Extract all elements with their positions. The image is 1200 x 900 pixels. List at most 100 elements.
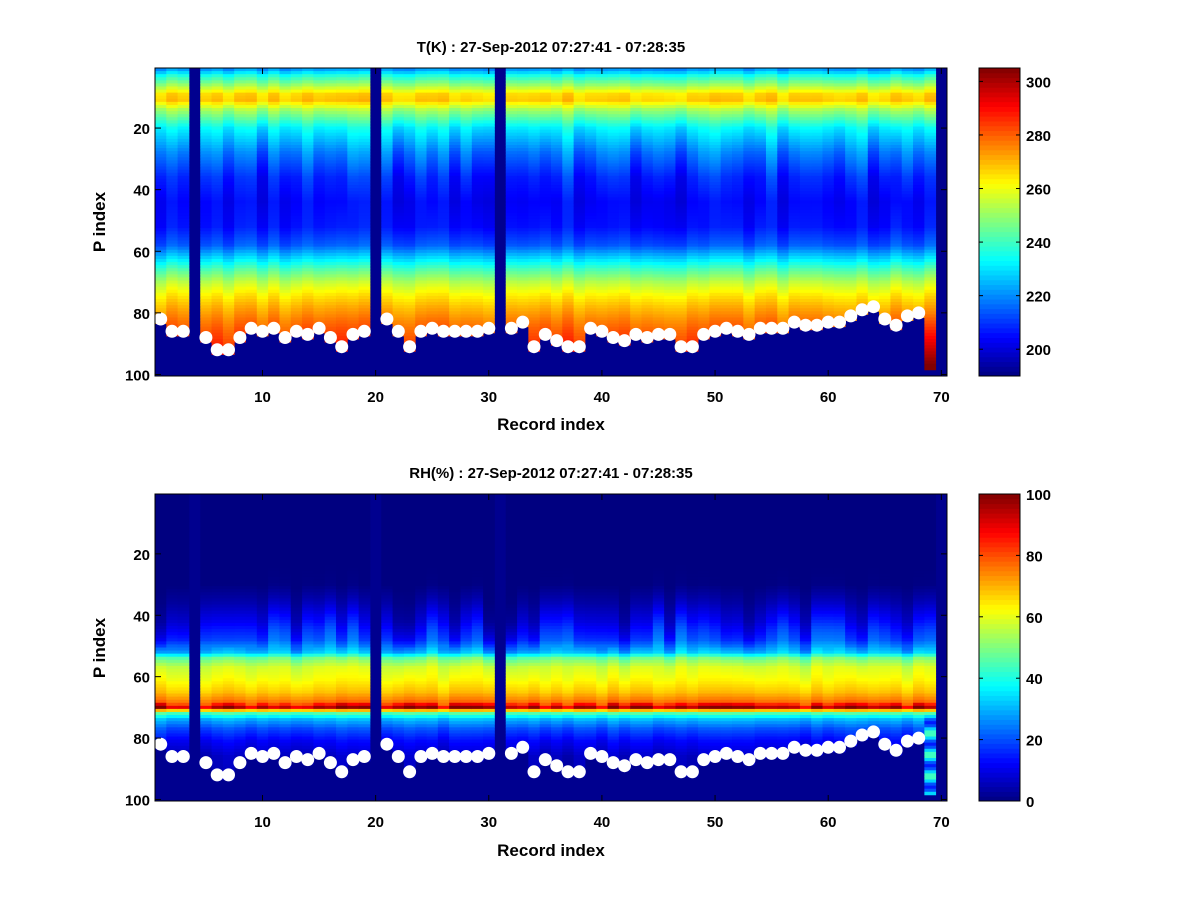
heatmap-cell xyxy=(324,98,337,103)
heatmap-cell xyxy=(460,314,473,318)
heatmap-cell xyxy=(222,237,235,241)
heatmap-cell xyxy=(596,215,608,220)
heatmap-cell xyxy=(698,305,710,309)
heatmap-cell xyxy=(584,222,597,226)
heatmap-cell xyxy=(528,215,541,220)
heatmap-cell xyxy=(268,225,280,229)
heatmap-cell xyxy=(765,68,778,72)
heatmap-cell xyxy=(709,268,722,272)
heatmap-cell xyxy=(234,228,246,232)
heatmap-cell xyxy=(200,160,212,164)
record-column xyxy=(811,68,823,331)
heatmap-cell xyxy=(698,172,710,177)
heatmap-cell xyxy=(483,286,495,291)
heatmap-cell xyxy=(641,320,654,325)
heatmap-cell xyxy=(584,191,597,195)
heatmap-cell xyxy=(765,160,778,164)
heatmap-cell xyxy=(505,101,518,106)
heatmap-cell xyxy=(381,243,393,248)
heatmap-cell xyxy=(471,71,484,75)
heatmap-cell xyxy=(302,77,314,81)
heatmap-cell xyxy=(347,252,360,257)
heatmap-cell xyxy=(765,129,778,134)
heatmap-cell xyxy=(799,289,812,294)
heatmap-cell xyxy=(256,252,269,257)
heatmap-cell xyxy=(256,305,269,309)
heatmap-cell xyxy=(743,126,756,130)
heatmap-cell xyxy=(505,166,518,171)
heatmap-cell xyxy=(483,314,495,318)
heatmap-cell xyxy=(754,215,767,220)
heatmap-cell xyxy=(166,277,179,281)
heatmap-cell xyxy=(403,154,416,158)
heatmap-cell xyxy=(562,243,575,248)
heatmap-cell xyxy=(799,80,812,84)
heatmap-cell xyxy=(302,83,314,87)
heatmap-cell xyxy=(698,185,710,189)
heatmap-cell xyxy=(551,308,563,312)
heatmap-cell xyxy=(652,175,665,180)
heatmap-cell xyxy=(607,114,620,118)
heatmap-cell xyxy=(528,80,541,84)
heatmap-cell xyxy=(313,295,326,300)
heatmap-cell xyxy=(200,311,212,315)
heatmap-cell xyxy=(517,71,529,75)
heatmap-cell xyxy=(347,89,360,94)
heatmap-cell xyxy=(584,188,597,192)
heatmap-cell xyxy=(517,123,529,127)
heatmap-cell xyxy=(426,83,439,87)
heatmap-cell xyxy=(799,151,812,155)
record-column xyxy=(234,68,246,343)
heatmap-cell xyxy=(607,292,620,297)
heatmap-cell xyxy=(505,89,518,94)
heatmap-cell xyxy=(279,191,292,195)
heatmap-cell xyxy=(573,74,586,78)
heatmap-cell xyxy=(765,305,778,309)
heatmap-cell xyxy=(754,191,767,195)
heatmap-cell xyxy=(539,95,552,100)
heatmap-cell xyxy=(732,169,744,174)
heatmap-cell xyxy=(517,292,529,297)
heatmap-cell xyxy=(324,181,337,186)
heatmap-cell xyxy=(290,289,303,294)
heatmap-cell xyxy=(618,243,631,248)
heatmap-cell xyxy=(539,104,552,109)
heatmap-cell xyxy=(437,314,450,318)
heatmap-cell xyxy=(222,141,235,146)
heatmap-cell xyxy=(245,243,258,248)
heatmap-cell xyxy=(437,197,450,201)
heatmap-cell xyxy=(268,317,280,321)
heatmap-cell xyxy=(799,178,812,183)
heatmap-cell xyxy=(290,228,303,232)
heatmap-cell xyxy=(743,148,756,152)
heatmap-cell xyxy=(381,104,393,109)
heatmap-cell xyxy=(279,120,292,124)
heatmap-cell xyxy=(290,292,303,297)
heatmap-cell xyxy=(799,243,812,248)
heatmap-cell xyxy=(539,240,552,244)
heatmap-cell xyxy=(166,114,179,118)
heatmap-cell xyxy=(268,295,280,300)
heatmap-cell xyxy=(562,212,575,217)
heatmap-cell xyxy=(675,71,688,75)
heatmap-cell xyxy=(471,271,484,275)
heatmap-cell xyxy=(256,311,269,315)
heatmap-cell xyxy=(551,283,563,288)
heatmap-cell xyxy=(437,86,450,90)
heatmap-cell xyxy=(437,200,450,204)
heatmap-cell xyxy=(211,212,224,217)
heatmap-cell xyxy=(709,101,722,106)
heatmap-cell xyxy=(675,332,688,337)
heatmap-cell xyxy=(596,111,608,115)
heatmap-cell xyxy=(313,185,326,189)
heatmap-cell xyxy=(517,181,529,186)
heatmap-cell xyxy=(483,117,495,121)
heatmap-cell xyxy=(641,138,654,143)
heatmap-cell xyxy=(528,225,541,229)
heatmap-cell xyxy=(652,120,665,124)
heatmap-cell xyxy=(460,255,473,260)
heatmap-cell xyxy=(652,160,665,164)
heatmap-cell xyxy=(256,129,269,134)
heatmap-cell xyxy=(799,181,812,186)
heatmap-cell xyxy=(754,212,767,217)
